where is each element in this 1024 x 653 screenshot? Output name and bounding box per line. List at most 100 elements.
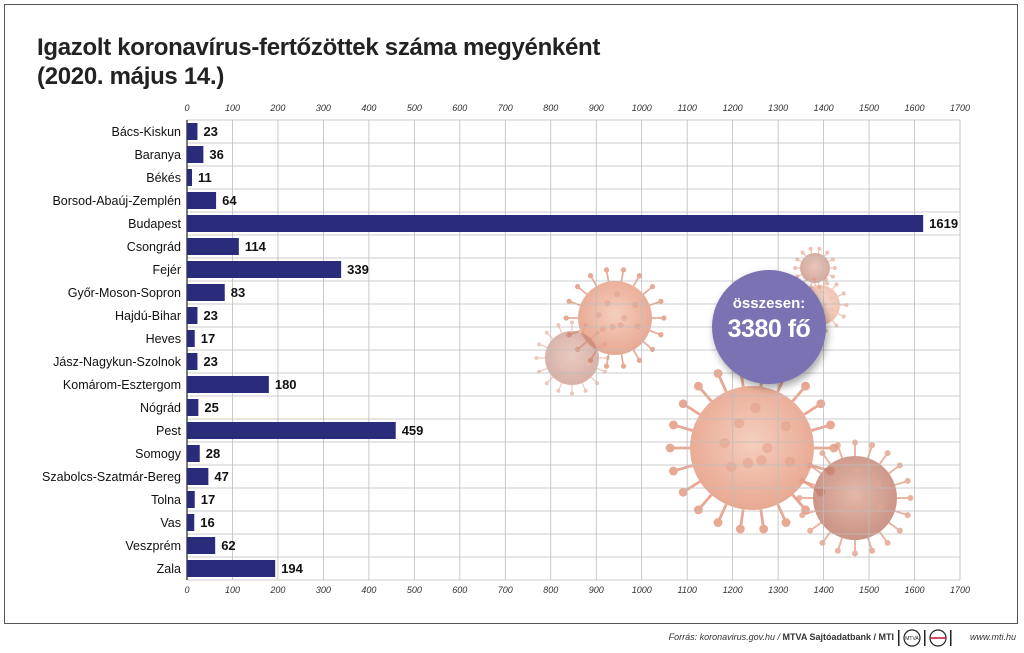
x-tick-label-top: 300 <box>316 103 331 113</box>
category-label: Veszprém <box>125 539 181 553</box>
source-prefix: Forrás: koronavirus.gov.hu / <box>668 632 783 642</box>
category-label: Heves <box>146 332 181 346</box>
category-label: Vas <box>160 516 181 530</box>
bar <box>187 444 200 463</box>
category-label: Fejér <box>153 263 181 277</box>
x-tick-label-top: 800 <box>543 103 558 113</box>
category-label: Bács-Kiskun <box>112 125 182 139</box>
title-line-2: (2020. május 14.) <box>37 63 225 90</box>
category-label: Csongrád <box>127 240 181 254</box>
bar <box>187 513 195 532</box>
x-tick-label-bottom: 1300 <box>768 585 788 595</box>
bar-value-label: 23 <box>203 124 217 139</box>
x-tick-label-top: 700 <box>498 103 513 113</box>
mtva-mti-logo: MTVA <box>898 629 952 647</box>
x-tick-label-bottom: 800 <box>543 585 558 595</box>
bar <box>187 145 204 164</box>
x-tick-label-top: 1500 <box>859 103 879 113</box>
bar <box>187 375 269 394</box>
x-tick-label-bottom: 1000 <box>632 585 652 595</box>
website: www.mti.hu <box>969 632 1016 642</box>
category-label: Tolna <box>151 493 181 507</box>
chart-grid <box>186 119 961 581</box>
bar-value-label: 114 <box>245 239 267 254</box>
bar <box>187 398 199 417</box>
total-value: 3380 fő <box>727 315 811 343</box>
bar <box>187 352 198 371</box>
x-tick-label-top: 1200 <box>723 103 743 113</box>
category-label: Nógrád <box>140 401 181 415</box>
x-tick-label-top: 1700 <box>950 103 970 113</box>
x-tick-label-bottom: 600 <box>452 585 467 595</box>
bar <box>187 559 276 578</box>
x-tick-label-top: 200 <box>269 103 285 113</box>
x-tick-label-bottom: 1600 <box>905 585 925 595</box>
bar <box>187 168 193 187</box>
x-tick-label-bottom: 400 <box>361 585 376 595</box>
bar-value-label: 17 <box>201 492 215 507</box>
category-label: Győr-Moson-Sopron <box>68 286 181 300</box>
category-label: Budapest <box>128 217 181 231</box>
x-tick-label-top: 500 <box>407 103 422 113</box>
bar <box>187 122 198 141</box>
x-tick-label-bottom: 1500 <box>859 585 879 595</box>
bar-value-label: 25 <box>204 400 218 415</box>
source-bold: MTVA Sajtóadatbank / MTI <box>782 632 894 642</box>
bar-value-label: 62 <box>221 538 235 553</box>
virus-icon <box>796 439 914 557</box>
x-tick-label-bottom: 300 <box>316 585 331 595</box>
x-tick-label-top: 1400 <box>814 103 834 113</box>
bar <box>187 283 225 302</box>
category-label: Zala <box>157 562 181 576</box>
x-tick-label-top: 0 <box>184 103 189 113</box>
x-tick-label-bottom: 700 <box>498 585 513 595</box>
bar-value-label: 47 <box>214 469 228 484</box>
bar-value-label: 180 <box>275 377 297 392</box>
x-tick-label-top: 1000 <box>632 103 652 113</box>
bar <box>187 260 342 279</box>
category-label: Pest <box>156 424 182 438</box>
bar <box>187 237 239 256</box>
bar-value-label: 459 <box>402 423 424 438</box>
x-tick-label-bottom: 1200 <box>723 585 743 595</box>
x-tick-label-top: 1600 <box>905 103 925 113</box>
footer: Forrás: koronavirus.gov.hu / MTVA Sajtóa… <box>0 628 1024 648</box>
bar <box>187 536 216 555</box>
total-label: összesen: <box>732 295 806 312</box>
x-tick-label-bottom: 1700 <box>950 585 970 595</box>
axis-ticks: 0 0 100 100 200 200 300 300 400 400 500 500 600 600 70… <box>184 103 970 595</box>
x-tick-label-top: 100 <box>225 103 240 113</box>
category-label: Baranya <box>134 148 181 162</box>
bar-series: 23 36 11 64 1619 114 339 83 23 17 23 180 25 459 28 47 17… <box>187 122 958 578</box>
x-tick-label-bottom: 200 <box>269 585 285 595</box>
bar-value-label: 1619 <box>929 216 958 231</box>
category-label: Békés <box>146 171 181 185</box>
x-tick-label-bottom: 100 <box>225 585 240 595</box>
x-tick-label-top: 600 <box>452 103 467 113</box>
bar-value-label: 64 <box>222 193 237 208</box>
bar-value-label: 83 <box>231 285 245 300</box>
title-line-1: Igazolt koronavírus-fertőzöttek száma me… <box>37 34 601 61</box>
virus-icon <box>534 320 610 396</box>
x-tick-label-top: 900 <box>589 103 604 113</box>
total-badge: összesen: 3380 fő <box>712 270 826 384</box>
bar-value-label: 23 <box>203 354 217 369</box>
category-label: Jász-Nagykun-Szolnok <box>53 355 182 369</box>
bar <box>187 421 396 440</box>
category-label: Hajdú-Bihar <box>115 309 181 323</box>
x-tick-label-bottom: 1400 <box>814 585 834 595</box>
x-tick-label-bottom: 500 <box>407 585 422 595</box>
x-tick-label-bottom: 0 <box>184 585 189 595</box>
bar <box>187 467 209 486</box>
category-label: Borsod-Abaúj-Zemplén <box>52 194 181 208</box>
bar <box>187 306 198 325</box>
coronavirus-illustration <box>534 246 914 557</box>
bar-value-label: 23 <box>203 308 217 323</box>
category-label: Szabolcs-Szatmár-Bereg <box>42 470 181 484</box>
bar-value-label: 339 <box>347 262 369 277</box>
virus-icon <box>665 362 839 534</box>
category-label: Somogy <box>135 447 182 461</box>
bar-value-label: 16 <box>200 515 214 530</box>
source-text: Forrás: koronavirus.gov.hu / MTVA Sajtóa… <box>669 632 894 642</box>
